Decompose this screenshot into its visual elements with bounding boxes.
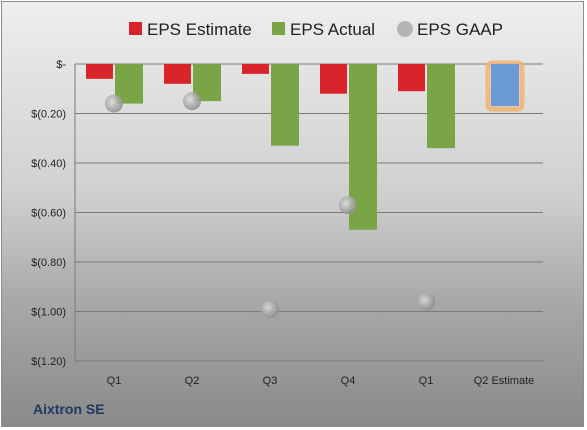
y-tick-label: $(1.20) [31,356,66,368]
legend-swatch-estimate [129,22,142,35]
company-name: Aixtron SE [33,401,105,417]
legend: EPS Estimate EPS Actual EPS GAAP [129,20,503,39]
x-tick-label: Q2 Estimate [474,375,535,387]
y-tick-label: $- [56,59,66,71]
point-eps-gaap [339,196,357,215]
x-tick-label: Q3 [263,375,278,387]
point-eps-gaap [105,94,123,113]
bar-eps-estimate [164,64,191,84]
bar-eps-actual [427,64,455,149]
legend-label-actual: EPS Actual [290,20,375,39]
gaap-points [105,92,435,319]
bars [86,60,525,230]
bar-eps-estimate [242,64,269,74]
estimate-bar-glow [485,60,525,112]
point-eps-gaap [261,300,279,319]
x-tick-label: Q1 [419,375,434,387]
bar-eps-estimate [86,64,113,79]
x-tick-label: Q2 [185,375,200,387]
y-axis-tick-labels: $- $(0.20) $(0.40) $(0.60) $(0.80) $(1.00) $(1… [31,59,66,368]
grid-lines [74,63,543,362]
y-tick-label: $(0.60) [31,208,66,220]
y-tick-label: $(0.80) [31,257,66,269]
bar-eps-estimate [398,64,425,92]
x-tick-label: Q4 [341,375,356,387]
point-eps-gaap [183,92,201,111]
x-axis-tick-labels: Q1 Q2 Q3 Q4 Q1 Q2 Estimate [107,375,535,387]
x-tick-label: Q1 [107,375,122,387]
point-eps-gaap [417,292,435,311]
legend-swatch-gaap [397,21,413,37]
legend-label-gaap: EPS GAAP [417,20,503,39]
y-tick-label: $(0.20) [31,109,66,121]
y-tick-label: $(0.40) [31,158,66,170]
legend-swatch-actual [272,22,285,35]
bar-eps-estimate [320,64,347,94]
legend-label-estimate: EPS Estimate [147,20,252,39]
y-tick-label: $(1.00) [31,307,66,319]
bar-eps-estimate-forward [491,64,519,107]
bar-eps-actual [271,64,299,146]
